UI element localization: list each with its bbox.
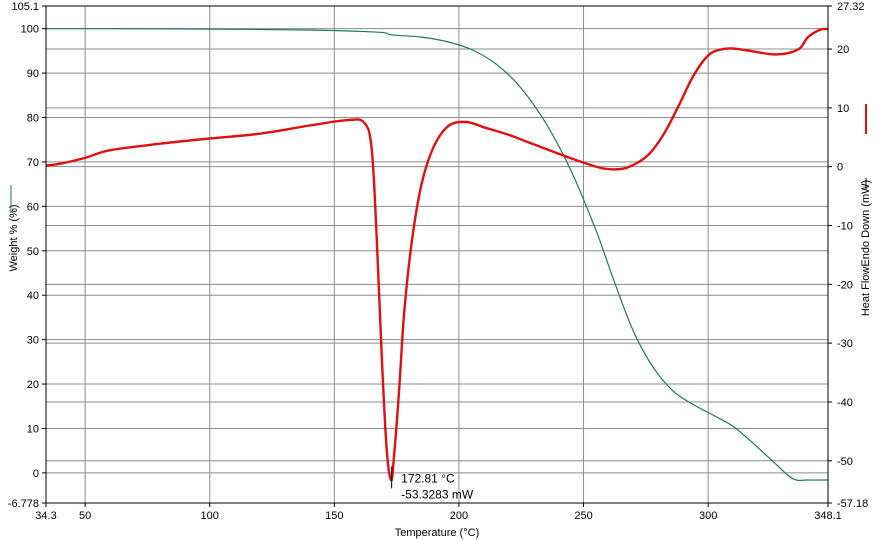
peak-annotation-text: -53.3283 mW [401, 487, 474, 501]
x-tick-label: 150 [325, 510, 343, 522]
axes [42, 5, 832, 507]
left-tick-label: 0 [33, 468, 39, 480]
left-tick-label: 105.1 [11, 1, 39, 13]
right-tick-label: 0 [837, 162, 843, 174]
right-tick-label: 20 [837, 44, 849, 56]
right-tick-label: -50 [837, 456, 853, 468]
weight-percent-line [45, 28, 829, 482]
grid [46, 6, 828, 503]
y-axis-title-left: Weight % (%) [8, 204, 20, 271]
x-tick-label: 200 [450, 510, 468, 522]
heat-flow-line [45, 27, 829, 482]
series-layer [45, 27, 829, 482]
left-tick-label: 60 [27, 201, 39, 213]
right-tick-label: -10 [837, 221, 853, 233]
right-tick-label: 27.32 [837, 1, 865, 13]
right-tick-label: -40 [837, 397, 853, 409]
peak-annotation-text: 172.81 °C [401, 471, 455, 485]
left-tick-label: 100 [21, 24, 39, 36]
left-tick-label: 30 [27, 335, 39, 347]
x-tick-label: 250 [574, 510, 592, 522]
x-axis-title: Temperature (°C) [395, 527, 479, 539]
left-axis-title-group: Weight % (%) [8, 204, 20, 271]
x-tick-label: 348.1 [814, 510, 842, 522]
right-tick-label: -30 [837, 338, 853, 350]
left-tick-label: 80 [27, 113, 39, 125]
left-tick-label: 70 [27, 157, 39, 169]
right-tick-label: 10 [837, 103, 849, 115]
y-axis-title-right: Heat FlowEndo Down (mW) [860, 180, 872, 316]
tick-labels: 34.3 50 100 150 200 250 300 348.1105.1100908070… [8, 1, 868, 522]
left-tick-label: 20 [27, 379, 39, 391]
left-tick-label: 50 [27, 246, 39, 258]
left-tick-label: 10 [27, 423, 39, 435]
right-axis-title-group: Heat FlowEndo Down (mW) [860, 180, 872, 316]
left-tick-label: 90 [27, 68, 39, 80]
x-tick-label: 300 [699, 510, 717, 522]
x-tick-label: 50 [79, 510, 91, 522]
peak-annotation: 172.81 °C -53.3283 mW [391, 466, 474, 501]
plot-frame [45, 5, 829, 504]
left-tick-label: 40 [27, 290, 39, 302]
left-tick-label: -6.778 [8, 498, 39, 510]
right-tick-label: -57.18 [837, 498, 868, 510]
x-tick-label: 100 [201, 510, 219, 522]
right-tick-label: -20 [837, 279, 853, 291]
x-tick-label: 34.3 [35, 510, 56, 522]
